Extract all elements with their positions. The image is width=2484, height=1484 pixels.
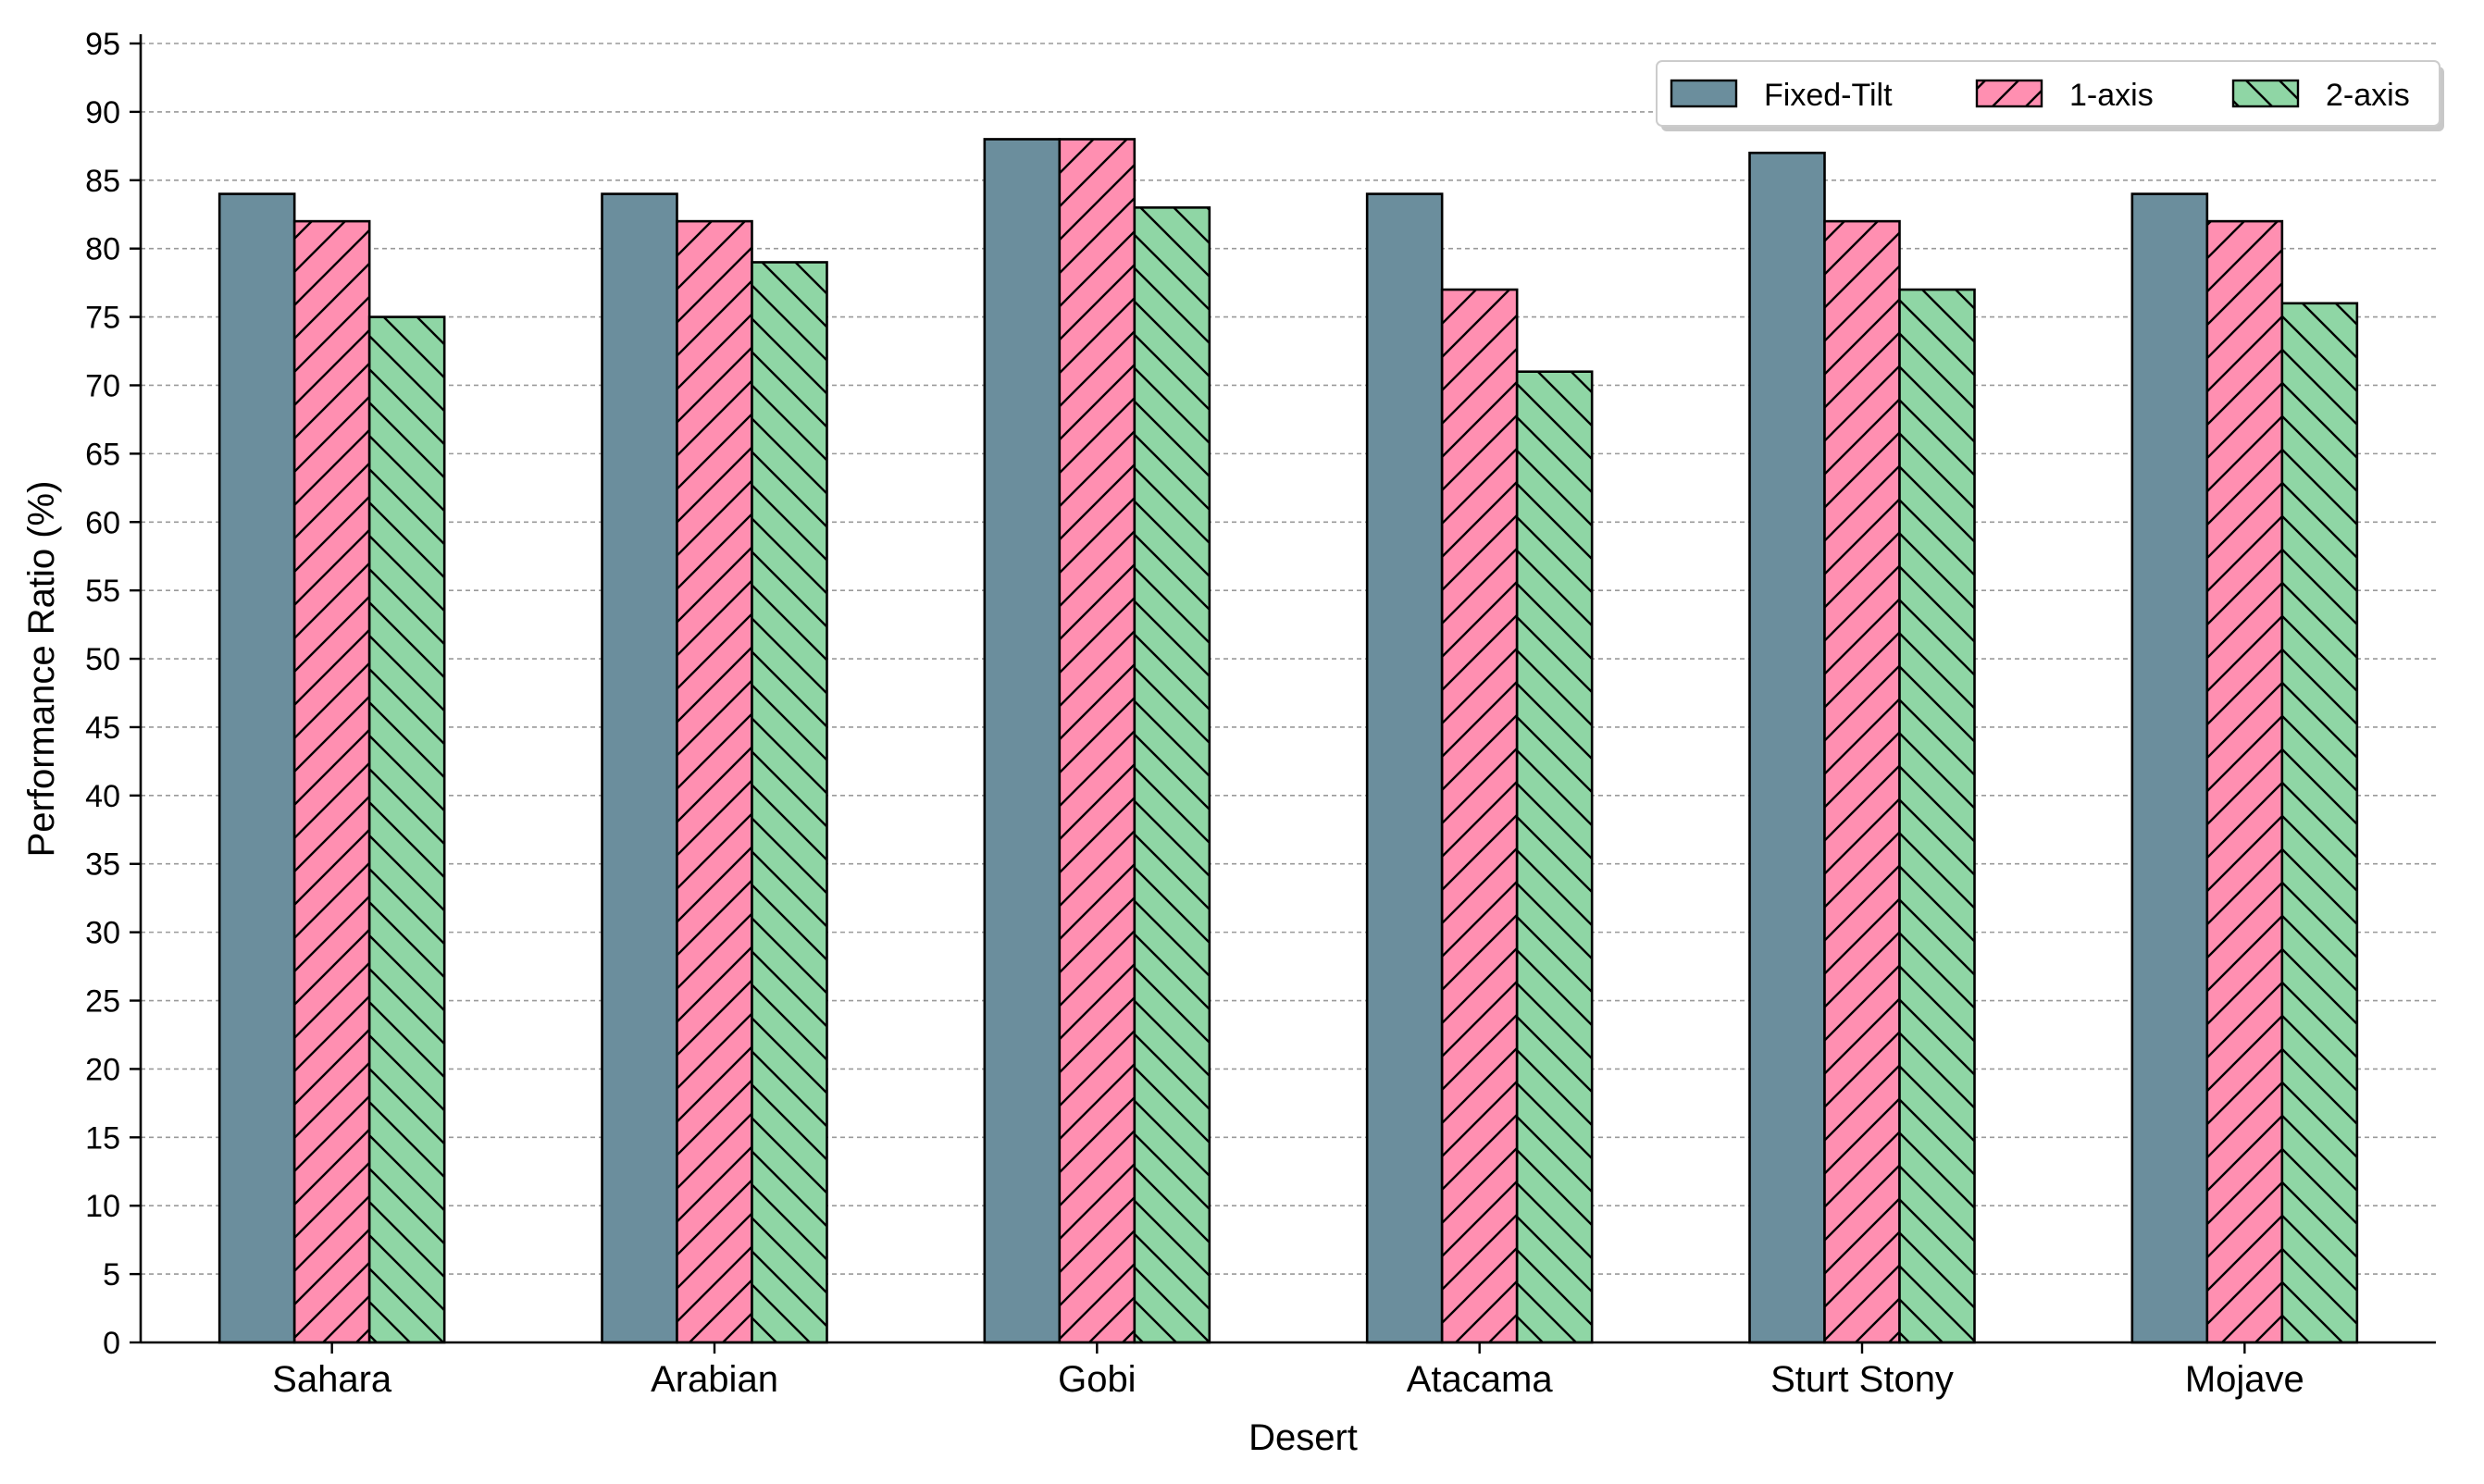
y-tick-label: 70 (85, 368, 120, 403)
legend-swatch-hatch (1977, 80, 2042, 106)
y-tick-label: 45 (85, 711, 120, 746)
bar-hatch (294, 221, 370, 1342)
x-tick-label: Sturt Stony (1770, 1359, 1954, 1400)
bar-hatch (677, 221, 752, 1342)
legend: Fixed-Tilt 1-axis 2-axis (1656, 60, 2444, 131)
bar-hatch (751, 262, 827, 1343)
bar-fixed-tilt-arabian (602, 193, 677, 1343)
bar-hatch (1517, 371, 1593, 1343)
y-tick-label: 80 (85, 232, 120, 267)
legend-label: 2-axis (2326, 78, 2410, 113)
bars (217, 138, 2359, 1344)
bar-hatch (1442, 290, 1518, 1343)
y-tick-label: 55 (85, 574, 120, 609)
y-tick-label: 50 (85, 642, 120, 677)
y-tick-label: 40 (85, 779, 120, 814)
y-tick-label: 30 (85, 916, 120, 951)
y-axis-label: Performance Ratio (%) (21, 481, 62, 858)
y-tick-label: 60 (85, 505, 120, 540)
axes (130, 34, 2436, 1354)
bar-hatch (369, 316, 445, 1342)
y-tick-label: 95 (85, 27, 120, 62)
bar-hatch (1899, 290, 1975, 1343)
grid-lines (141, 43, 2436, 1275)
y-tick-label: 75 (85, 301, 120, 336)
x-tick-label: Arabian (651, 1359, 778, 1400)
legend-box (1656, 60, 2441, 127)
y-tick-label: 35 (85, 847, 120, 883)
y-tick-label: 90 (85, 95, 120, 130)
legend-label: Fixed-Tilt (1764, 78, 1893, 113)
y-tick-label: 65 (85, 437, 120, 472)
legend-label: 1-axis (2069, 78, 2154, 113)
bar-fixed-tilt-sturt-stony (1749, 153, 1825, 1343)
bar-hatch (1134, 207, 1210, 1342)
bar-fixed-tilt-atacama (1367, 193, 1443, 1343)
y-tick-label: 15 (85, 1120, 120, 1156)
y-tick-label: 0 (103, 1326, 120, 1361)
x-axis-label: Desert (1248, 1417, 1358, 1458)
x-tick-label: Atacama (1407, 1359, 1554, 1400)
bar-fixed-tilt-mojave (2131, 193, 2207, 1343)
bar-hatch (1059, 139, 1135, 1342)
tick-labels: 0 5 10 15 20 25 30 35 40 45 50 55 60 65 70 75 80 85 90 95 Sa… (85, 27, 2304, 1400)
bar-hatch (2206, 221, 2282, 1342)
y-tick-label: 85 (85, 164, 120, 199)
y-tick-label: 5 (103, 1257, 120, 1292)
bar-hatch (2281, 303, 2357, 1342)
x-tick-label: Mojave (2185, 1359, 2304, 1400)
legend-swatch-outline (2231, 79, 2300, 108)
y-tick-label: 20 (85, 1052, 120, 1087)
bar-fixed-tilt-sahara (219, 193, 295, 1343)
y-tick-label: 25 (85, 984, 120, 1020)
bar-hatch (1824, 221, 1900, 1342)
x-tick-label: Sahara (272, 1359, 392, 1400)
y-tick-label: 10 (85, 1189, 120, 1224)
legend-swatch (1671, 80, 1736, 106)
legend-swatch-hatch (2233, 80, 2298, 106)
bar-fixed-tilt-gobi (984, 139, 1060, 1342)
x-tick-label: Gobi (1058, 1359, 1136, 1400)
legend-swatch-outline (1670, 79, 1738, 108)
legend-swatch-outline (1975, 79, 2043, 108)
